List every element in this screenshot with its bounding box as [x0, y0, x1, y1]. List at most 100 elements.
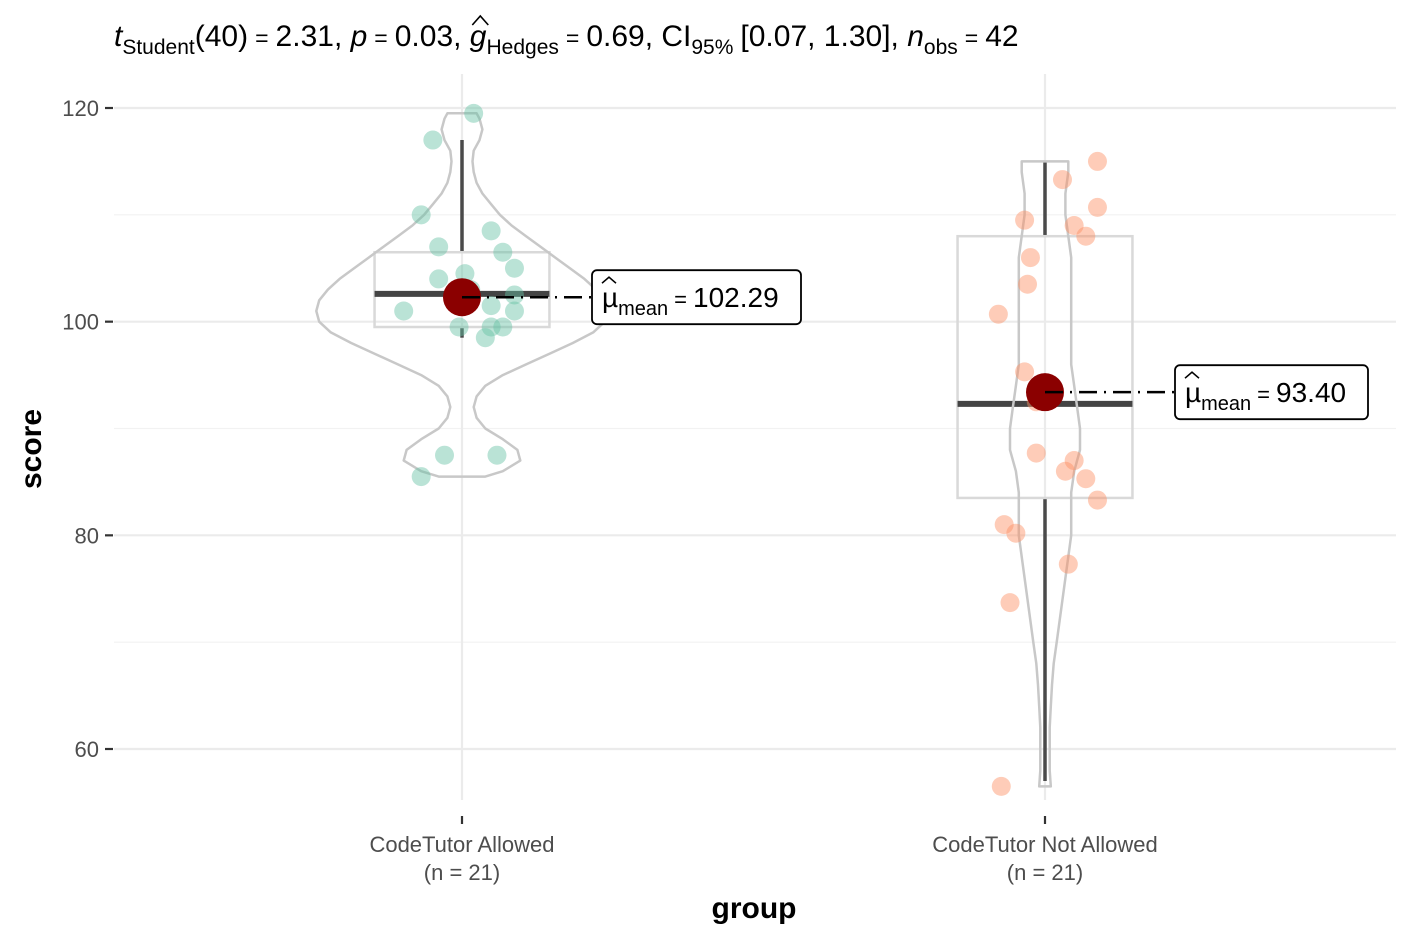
x-tick-label: CodeTutor Allowed — [369, 832, 554, 857]
mean-label-box — [1174, 364, 1369, 421]
data-point — [1006, 523, 1026, 543]
sep-2: , — [453, 20, 470, 53]
equals-4: = — [965, 25, 978, 51]
mean-label-text: µmean = 93.40 — [1185, 377, 1346, 415]
data-point — [1064, 451, 1084, 471]
y-tick-label: 80 — [75, 523, 99, 548]
mean-subscript: mean — [618, 298, 668, 320]
mean-label: µmean = 102.29 — [462, 269, 802, 326]
mean-subscript: mean — [1201, 393, 1251, 415]
data-point — [991, 776, 1011, 796]
data-point — [1000, 593, 1020, 613]
mu-symbol: µ — [1185, 377, 1201, 408]
violin — [1008, 160, 1082, 788]
x-axis: CodeTutor Allowed (n = 21) CodeTutor Not A… — [369, 816, 1158, 885]
data-point — [504, 285, 524, 305]
y-tick-label: 100 — [62, 310, 99, 335]
y-axis-title: score — [15, 409, 48, 489]
data-point — [435, 445, 455, 465]
data-point — [1058, 554, 1078, 574]
data-point — [449, 317, 469, 337]
data-point — [1064, 216, 1084, 236]
x-axis-title: group — [712, 892, 797, 925]
y-tick-label: 120 — [62, 96, 99, 121]
data-point — [481, 296, 501, 316]
data-point — [504, 258, 524, 278]
data-point — [475, 328, 495, 348]
violin — [315, 112, 610, 478]
ci-subscript: 95% — [691, 36, 733, 59]
data-point — [493, 242, 513, 262]
equals-1: = — [255, 25, 268, 51]
y-tick-label: 60 — [75, 737, 99, 762]
sep-3: , — [645, 20, 662, 53]
grid — [114, 74, 1396, 800]
x-tick-sublabel: (n = 21) — [1007, 860, 1083, 885]
equals: = — [1257, 382, 1270, 407]
ci-value: [0.07, 1.30] — [740, 20, 890, 53]
x-tick-label: CodeTutor Not Allowed — [932, 832, 1157, 857]
effect-value: 0.69 — [586, 20, 644, 53]
data-point — [1076, 469, 1096, 489]
sep-4: , — [891, 20, 908, 53]
mean-value: 93.40 — [1276, 377, 1346, 408]
data-point — [1087, 151, 1107, 171]
data-point — [1018, 274, 1038, 294]
data-point — [481, 221, 501, 241]
data-point — [1026, 443, 1046, 463]
hat-icon — [601, 276, 617, 284]
data-point — [1087, 490, 1107, 510]
data-point — [487, 445, 507, 465]
n-value: 42 — [985, 20, 1018, 53]
mu-symbol: µ — [602, 282, 618, 313]
group-2: µmean = 93.40 — [956, 151, 1369, 796]
data-point — [1015, 362, 1035, 382]
data-point — [423, 130, 443, 150]
y-axis: 60 80 100 120 — [62, 96, 113, 762]
hat-icon — [1184, 371, 1200, 379]
sep-1: , — [334, 20, 351, 53]
data-point — [994, 515, 1014, 535]
n-subscript: obs — [924, 36, 958, 59]
ci-symbol: CI — [661, 20, 691, 53]
data-point — [411, 205, 431, 225]
box — [373, 250, 551, 329]
equals-3: = — [566, 25, 579, 51]
n-symbol: n — [907, 20, 924, 53]
mean-value: 102.29 — [693, 282, 779, 313]
mean-label: µmean = 93.40 — [1045, 364, 1369, 421]
mean-label-box — [591, 269, 802, 326]
effect-symbol: g — [470, 20, 487, 53]
data-point — [464, 103, 484, 123]
data-point — [1052, 170, 1072, 190]
p-symbol: p — [350, 20, 368, 53]
x-tick-sublabel: (n = 21) — [424, 860, 500, 885]
stat-symbol: t — [114, 20, 124, 53]
stat-subscript: Student — [122, 36, 195, 59]
data-point — [1055, 461, 1075, 481]
data-point — [504, 301, 524, 321]
equals: = — [674, 287, 687, 312]
data-point — [429, 237, 449, 257]
box — [956, 234, 1134, 500]
data-point — [394, 301, 414, 321]
stat-value: 2.31 — [276, 20, 334, 53]
hat-icon — [471, 14, 489, 26]
group-1: µmean = 102.29 — [315, 103, 802, 487]
equals-2: = — [374, 25, 387, 51]
data-point — [1087, 197, 1107, 217]
data-point — [1020, 248, 1040, 268]
p-value: 0.03 — [395, 20, 453, 53]
data-point — [988, 304, 1008, 324]
subtitle: tStudent(40) = 2.31, p = 0.03, gHedges = 0.69,… — [114, 20, 1019, 59]
data-point — [1015, 210, 1035, 230]
data-point — [493, 317, 513, 337]
stat-df: (40) — [195, 20, 248, 53]
effect-subscript: Hedges — [486, 36, 558, 59]
data-point — [1076, 226, 1096, 246]
data-point — [481, 317, 501, 337]
data-point — [429, 269, 449, 289]
mean-label-text: µmean = 102.29 — [602, 282, 779, 320]
